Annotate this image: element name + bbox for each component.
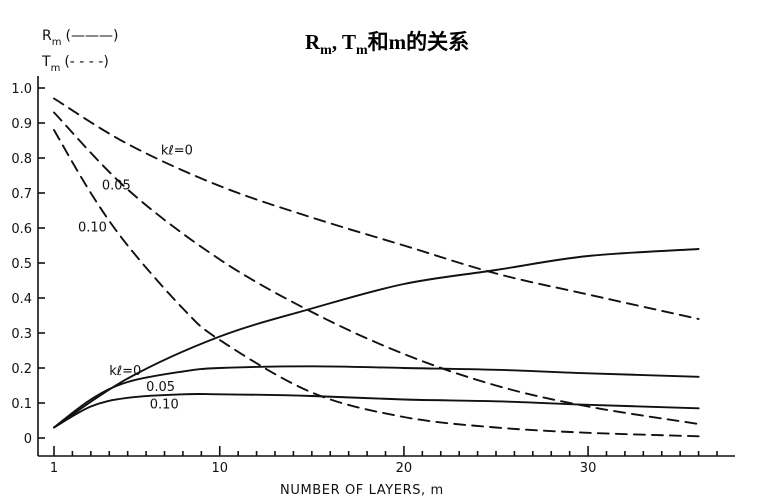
- x-tick-label: 30: [580, 461, 597, 476]
- y-tick-label: 0.7: [11, 187, 32, 202]
- y-tick-label: 0.9: [11, 117, 32, 132]
- x-tick-label: 1: [50, 461, 58, 476]
- chart-title: Rm, Tm和m的关系: [305, 30, 469, 58]
- y-tick-label: 0.2: [11, 362, 32, 377]
- legend: Rm (———) Tm (- - - -): [41, 28, 118, 74]
- curve-annotation: 0.05: [102, 179, 131, 194]
- x-axis-label: NUMBER OF LAYERS, m: [280, 483, 444, 498]
- y-tick-label: 0.4: [11, 292, 32, 307]
- curve-annotation: 0.10: [150, 397, 179, 412]
- y-tick-label: 0.1: [11, 397, 32, 412]
- y-tick-label: 0.8: [11, 152, 32, 167]
- curve-annotation: 0.05: [146, 380, 175, 395]
- x-tick-label: 20: [396, 461, 413, 476]
- curve-annotations: kℓ=0 0.05 0.10 kℓ=0 0.05 0.10: [78, 144, 193, 413]
- legend-r-main: R: [42, 28, 52, 44]
- title-sep: ,: [332, 30, 342, 54]
- legend-r-text: (———): [65, 28, 118, 44]
- legend-t-sub: m: [51, 63, 61, 74]
- series-r-kl-005: [53, 365, 700, 429]
- x-axis-ticks: 1 10 20 30: [50, 446, 718, 476]
- legend-item-r: Rm (———): [42, 28, 118, 48]
- plot-area: [53, 97, 700, 438]
- curve-annotation: kℓ=0: [161, 144, 193, 159]
- title-rest: 和m的关系: [368, 30, 470, 54]
- title-t-sub: m: [356, 43, 368, 58]
- legend-t-text: (- - - -): [64, 54, 108, 70]
- series-t-kl-0: [53, 97, 700, 320]
- curve-annotation: 0.10: [78, 221, 107, 236]
- title-r-sub: m: [320, 43, 332, 58]
- series-t-kl-01: [53, 129, 700, 438]
- y-axis-ticks: 0 0.1 0.2 0.3 0.4 0.5 0.6 0.7 0.8 0.9 1.0: [11, 82, 45, 447]
- y-tick-label: 0.3: [11, 327, 32, 342]
- series-r-kl-0: [53, 248, 700, 429]
- y-tick-label: 0.6: [11, 222, 32, 237]
- series-r-kl-01: [53, 393, 700, 429]
- y-tick-label: 0: [24, 432, 32, 447]
- y-tick-label: 1.0: [11, 82, 32, 97]
- title-r-main: R: [305, 30, 321, 54]
- legend-item-t: Tm (- - - -): [41, 54, 109, 74]
- y-tick-label: 0.5: [11, 257, 32, 272]
- title-t-main: T: [342, 30, 356, 54]
- legend-r-sub: m: [52, 37, 62, 48]
- legend-t-main: T: [41, 54, 51, 70]
- curve-annotation: kℓ=0: [109, 364, 141, 379]
- x-tick-label: 10: [211, 461, 228, 476]
